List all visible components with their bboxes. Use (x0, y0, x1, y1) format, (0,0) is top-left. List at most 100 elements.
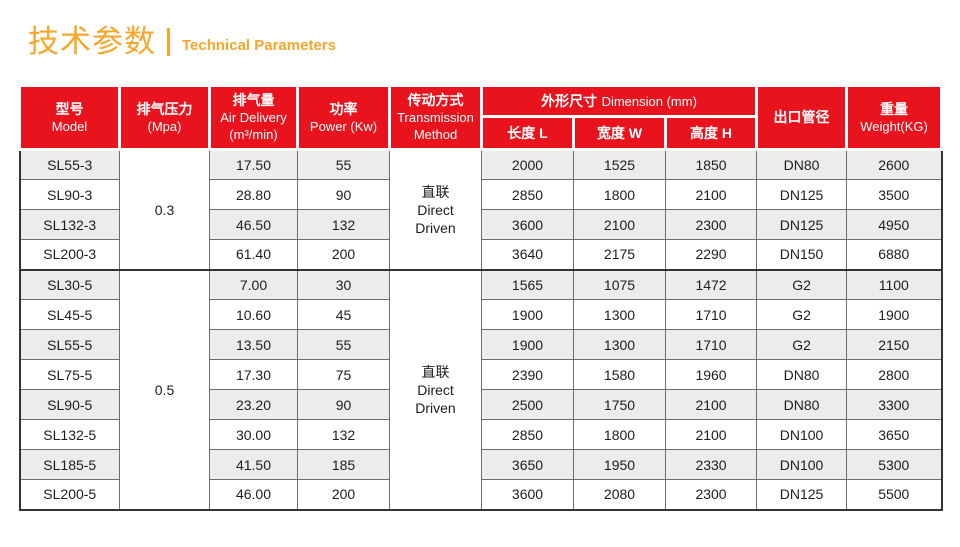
cell-width: 2080 (573, 479, 666, 510)
header-height: 高度 H (663, 115, 759, 151)
transmission-en1: Direct (417, 201, 454, 218)
cell-model: SL45-5 (19, 299, 120, 330)
header-dimension-en: Dimension (mm) (601, 93, 697, 109)
table-header: 型号 Model 排气压力 (Mpa) 排气量 Air Delivery (m³… (18, 84, 944, 151)
header-model-zh: 型号 (55, 100, 84, 117)
header-air-en2: (m³/min) (229, 127, 278, 142)
cell-height: 2100 (664, 389, 758, 420)
header-dimension-group: 外形尺寸 Dimension (mm) (479, 84, 759, 118)
cell-power: 132 (297, 209, 390, 240)
cell-model: SL90-5 (19, 389, 120, 420)
cell-model: SL55-5 (19, 329, 120, 360)
header-power: 功率 Power (Kw) (296, 84, 391, 151)
cell-power: 45 (297, 299, 390, 330)
cell-height: 1710 (664, 329, 758, 360)
cell-outlet: DN150 (756, 239, 848, 270)
header-row-sub: 长度 L 宽度 W 高度 H (20, 115, 942, 151)
cell-model: SL200-3 (19, 239, 120, 270)
page-title-chinese: 技术参数 (28, 23, 156, 59)
transmission-en1: Direct (417, 381, 454, 398)
cell-model: SL75-5 (19, 359, 120, 390)
cell-outlet: G2 (756, 329, 848, 360)
cell-length: 2850 (481, 179, 574, 210)
cell-height: 1850 (664, 149, 758, 180)
header-dimension-zh: 外形尺寸 (541, 92, 598, 109)
cell-length: 1565 (481, 268, 574, 300)
cell-weight: 2600 (846, 149, 943, 180)
header-transmission-en1: Transmission (397, 110, 474, 125)
page-title-english: Technical Parameters (182, 36, 336, 54)
table-row: SL75-5 17.30 75 2390 1580 1960 DN80 2800 (19, 359, 943, 390)
cell-width: 1300 (573, 329, 666, 360)
cell-length: 3640 (481, 239, 574, 270)
cell-weight: 1100 (846, 268, 943, 300)
cell-pressure: 0.3 (119, 149, 210, 270)
table-row: SL90-5 23.20 90 2500 1750 2100 DN80 3300 (19, 389, 943, 420)
cell-power: 30 (297, 268, 390, 300)
cell-height: 2290 (664, 239, 758, 270)
header-air-en1: Air Delivery (220, 110, 287, 125)
header-pressure: 排气压力 (Mpa) (118, 84, 211, 151)
table-row: SL30-5 0.5 7.00 30 直联 Direct Driven 1565… (19, 268, 943, 510)
header-air-zh: 排气量 (232, 92, 275, 108)
technical-parameters-table: 型号 Model 排气压力 (Mpa) 排气量 Air Delivery (m³… (18, 84, 944, 511)
cell-height: 2330 (664, 449, 758, 480)
table-row: SL90-3 28.80 90 2850 1800 2100 DN125 350… (19, 179, 943, 210)
cell-width: 1525 (573, 149, 666, 180)
cell-power: 90 (297, 389, 390, 420)
cell-air-delivery: 61.40 (209, 239, 298, 270)
cell-length: 1900 (481, 299, 574, 330)
header-weight: 重量 Weight(KG) (845, 84, 944, 151)
header-transmission-en2: Method (413, 127, 458, 142)
cell-air-delivery: 13.50 (209, 329, 298, 360)
cell-width: 1950 (573, 449, 666, 480)
header-pressure-en: (Mpa) (147, 118, 182, 134)
header-power-zh: 功率 (329, 100, 358, 117)
cell-air-delivery: 46.50 (209, 209, 298, 240)
cell-air-delivery: 41.50 (209, 449, 298, 480)
cell-air-delivery: 28.80 (209, 179, 298, 210)
cell-weight: 3500 (846, 179, 943, 210)
cell-power: 55 (297, 149, 390, 180)
header-length-label: 长度 L (507, 124, 548, 141)
cell-power: 55 (297, 329, 390, 360)
cell-weight: 2800 (846, 359, 943, 390)
cell-outlet: DN80 (756, 149, 848, 180)
cell-length: 1900 (481, 329, 574, 360)
cell-width: 1580 (573, 359, 666, 390)
cell-height: 1960 (664, 359, 758, 390)
cell-model: SL90-3 (19, 179, 120, 210)
cell-model: SL30-5 (19, 268, 120, 300)
table-row: SL45-5 10.60 45 1900 1300 1710 G2 1900 (19, 299, 943, 330)
header-width-label: 宽度 W (596, 124, 643, 141)
cell-model: SL185-5 (19, 449, 120, 480)
header-pressure-zh: 排气压力 (136, 100, 193, 117)
cell-power: 75 (297, 359, 390, 390)
cell-power: 200 (297, 479, 390, 510)
transmission-zh: 直联 (421, 183, 450, 200)
cell-model: SL132-3 (19, 209, 120, 240)
header-weight-en: Weight(KG) (860, 118, 928, 134)
header-outlet-zh: 出口管径 (773, 109, 830, 125)
cell-height: 2100 (664, 179, 758, 210)
cell-weight: 3650 (846, 419, 943, 450)
cell-length: 3600 (481, 479, 574, 510)
cell-air-delivery: 23.20 (209, 389, 298, 420)
header-model-en: Model (51, 118, 88, 134)
transmission-en2: Driven (415, 399, 456, 416)
header-row-top: 型号 Model 排气压力 (Mpa) 排气量 Air Delivery (m³… (18, 84, 944, 151)
cell-length: 2000 (481, 149, 574, 180)
cell-air-delivery: 46.00 (209, 479, 298, 510)
cell-model: SL132-5 (19, 419, 120, 450)
header-outlet-diameter: 出口管径 (755, 84, 849, 151)
cell-model: SL55-3 (19, 149, 120, 180)
transmission-en2: Driven (415, 219, 456, 236)
cell-outlet: DN80 (756, 359, 848, 390)
cell-power: 200 (297, 239, 390, 270)
cell-outlet: DN125 (756, 479, 848, 510)
table-row: SL200-3 61.40 200 3640 2175 2290 DN150 6… (19, 239, 943, 270)
cell-height: 2100 (664, 419, 758, 450)
table-row: SL55-3 0.3 17.50 55 直联 Direct Driven 200… (19, 149, 943, 270)
cell-width: 2100 (573, 209, 666, 240)
header-weight-zh: 重量 (880, 100, 909, 117)
